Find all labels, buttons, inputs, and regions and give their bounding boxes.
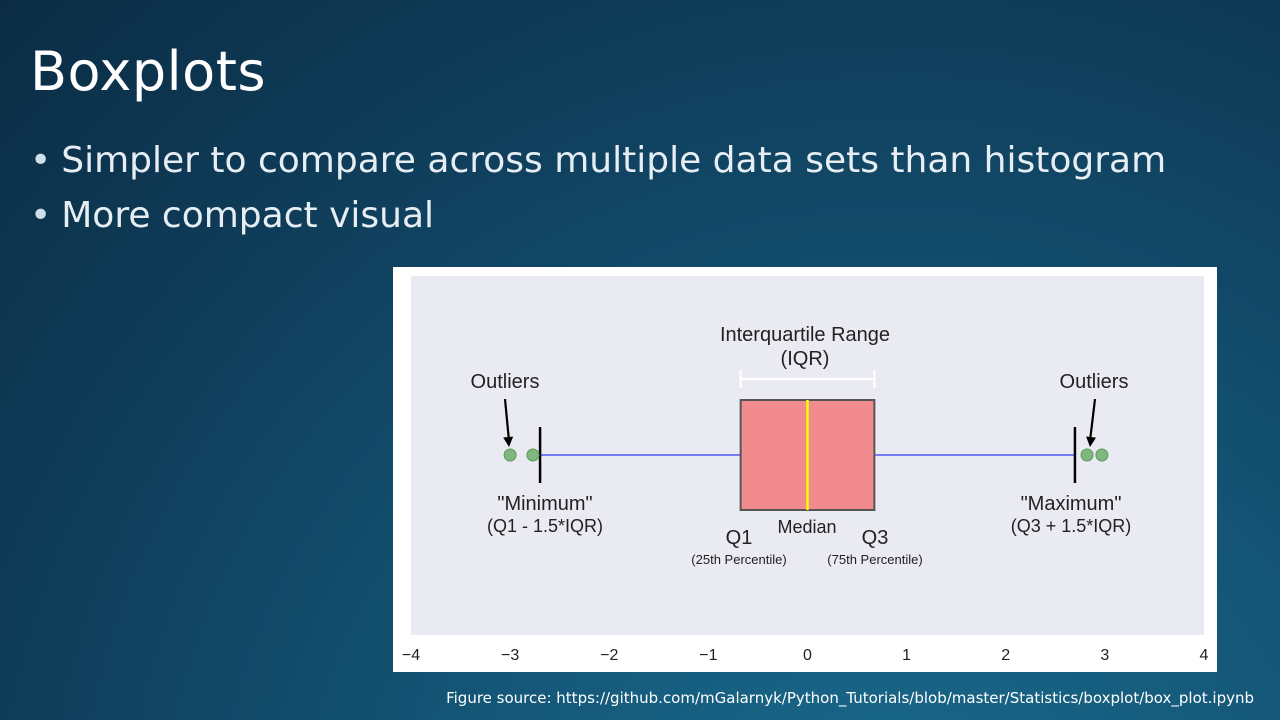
arrow-shaft <box>1088 398 1097 442</box>
q1-sub-label: (25th Percentile) <box>691 552 786 567</box>
x-tick-label: −1 <box>699 647 717 664</box>
minimum-label: "Minimum" <box>497 493 592 515</box>
x-tick-label: 3 <box>1100 647 1109 664</box>
maximum-formula-label: (Q3 + 1.5*IQR) <box>1011 516 1132 536</box>
maximum-label: "Maximum" <box>1021 493 1122 515</box>
median-label: Median <box>777 517 836 537</box>
outliers-left-label: Outliers <box>471 371 540 393</box>
bullet-text: More compact visual <box>61 195 435 236</box>
outlier-point <box>1095 448 1109 462</box>
slide-title: Boxplots <box>30 40 267 103</box>
x-tick-label: 1 <box>902 647 911 664</box>
outlier-point <box>1080 448 1094 462</box>
iqr-label: Interquartile Range <box>720 324 890 346</box>
arrow-head <box>503 436 514 447</box>
outlier-point <box>503 448 517 462</box>
outlier-arrow-left <box>503 398 514 447</box>
boxplot-chart: −4 −3 −2 −1 0 1 2 3 4 Interquartile Range (IQR) … <box>402 276 1209 664</box>
arrow-head <box>1086 436 1097 447</box>
q3-sub-label: (75th Percentile) <box>827 552 922 567</box>
bullet-list: • Simpler to compare across multiple data… <box>30 140 1166 250</box>
iqr-label-abbrev: (IQR) <box>781 348 830 370</box>
x-tick-label: −2 <box>600 647 618 664</box>
arrow-shaft <box>503 398 511 442</box>
q3-label: Q3 <box>862 527 889 549</box>
outliers-right-label: Outliers <box>1060 371 1129 393</box>
x-tick-label: −3 <box>501 647 519 664</box>
boxplot-figure: −4 −3 −2 −1 0 1 2 3 4 Interquartile Range (IQR) … <box>393 267 1217 672</box>
figure-source-caption: Figure source: https://github.com/mGalar… <box>446 689 1254 707</box>
bullet-item: • Simpler to compare across multiple data… <box>30 140 1167 181</box>
x-tick-label: −4 <box>402 647 420 664</box>
x-tick-label: 0 <box>803 647 812 664</box>
bullet-text: Simpler to compare across multiple data … <box>61 140 1167 181</box>
outlier-arrow-right <box>1086 398 1097 447</box>
x-tick-label: 2 <box>1001 647 1010 664</box>
x-tick-label: 4 <box>1200 647 1209 664</box>
q1-label: Q1 <box>726 527 753 549</box>
minimum-formula-label: (Q1 - 1.5*IQR) <box>487 516 603 536</box>
bullet-item: • More compact visual <box>30 195 435 236</box>
outlier-point <box>526 448 540 462</box>
